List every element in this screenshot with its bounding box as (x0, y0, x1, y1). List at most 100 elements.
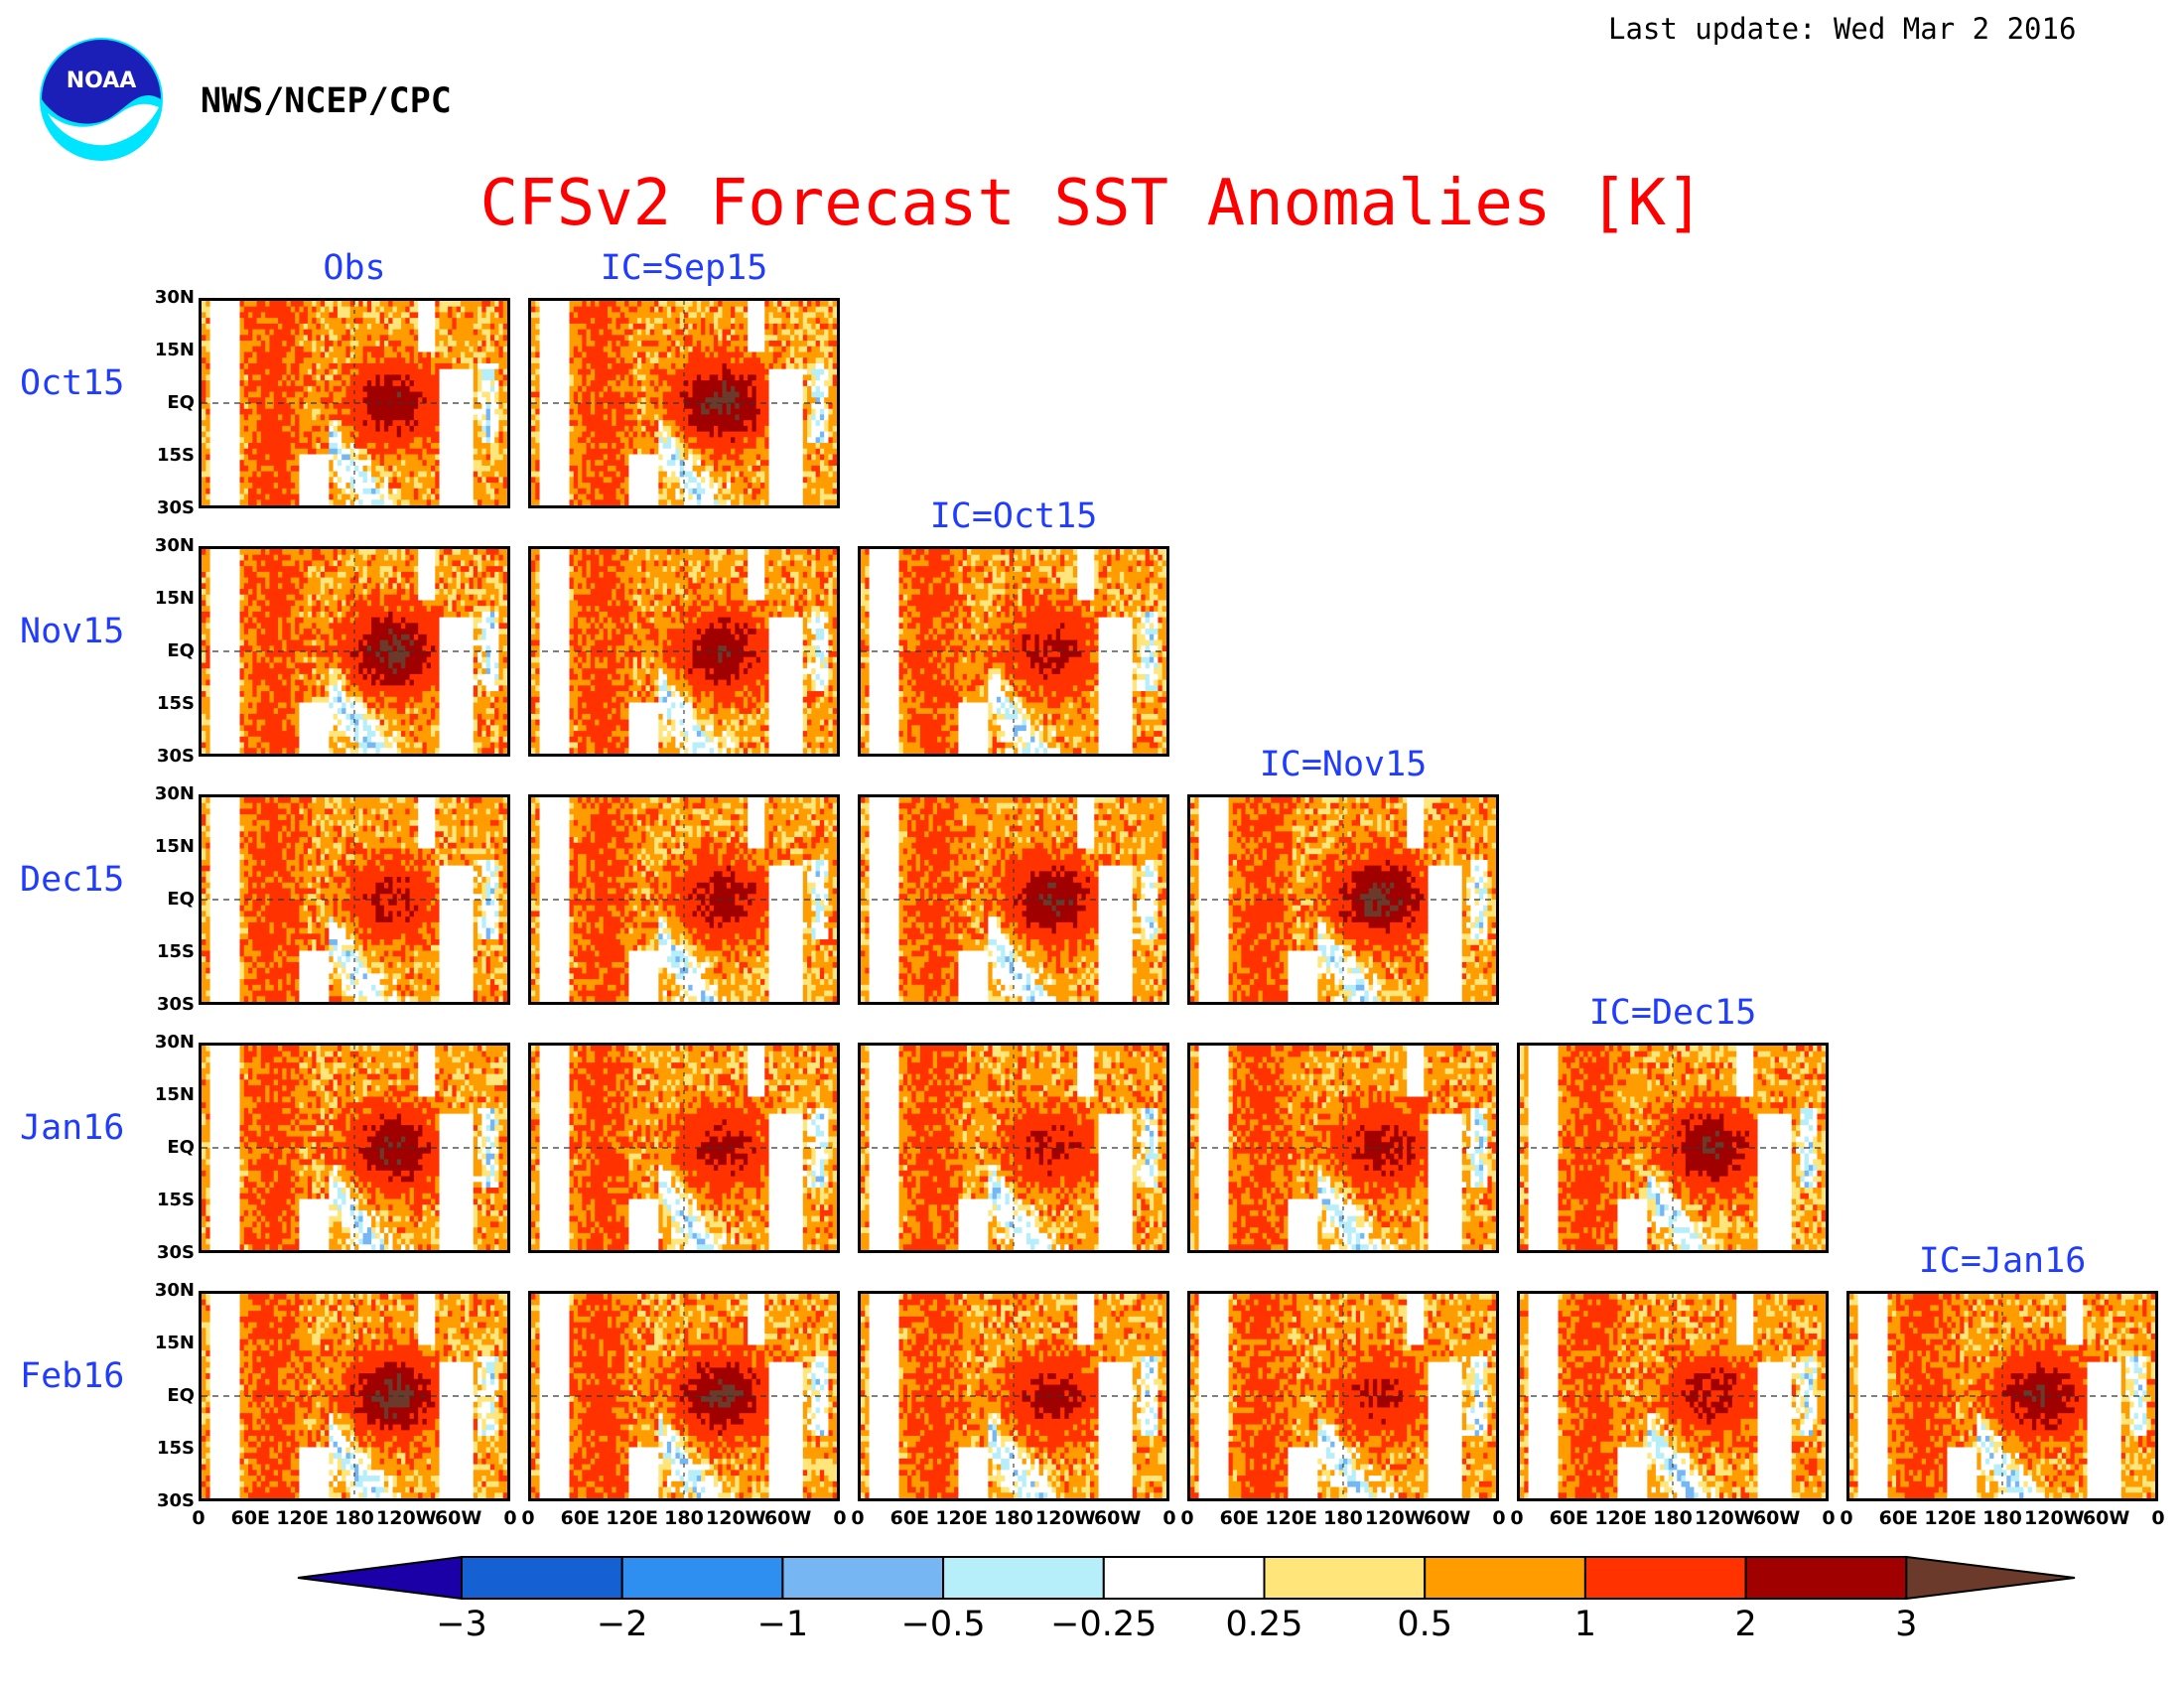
map-panel (1846, 1291, 2158, 1501)
map-panel (1187, 1291, 1499, 1501)
lon-tick-label: 60E (1550, 1507, 1588, 1529)
colorbar-segment (620, 1556, 784, 1600)
lon-tick-label: 120E (606, 1507, 658, 1529)
colorbar-segment (1905, 1555, 2076, 1601)
map-panel (528, 298, 840, 508)
lat-tick-label: 15S (139, 1438, 195, 1459)
colorbar-segment (1263, 1556, 1427, 1600)
map-panel (858, 1043, 1169, 1253)
lon-tick-label: 0 (192, 1507, 205, 1529)
colorbar-tick-label: 0.5 (1397, 1605, 1452, 1644)
lon-tick-label: 60E (1220, 1507, 1259, 1529)
column-label: IC=Dec15 (1517, 993, 1829, 1033)
lon-tick-label: 0 (2151, 1507, 2164, 1529)
lon-tick-label: 120E (1265, 1507, 1317, 1529)
lat-tick-label: 15S (139, 693, 195, 714)
lat-tick-label: 15N (139, 1333, 195, 1353)
lon-tick-label: 60W (1753, 1507, 1800, 1529)
lon-tick-label: 60E (1879, 1507, 1918, 1529)
column-label: Obs (199, 248, 510, 288)
lon-tick-label: 0 (503, 1507, 516, 1529)
lon-tick-label: 60W (764, 1507, 811, 1529)
colorbar-segment (1583, 1556, 1747, 1600)
map-panel (858, 1291, 1169, 1501)
lon-tick-label: 0 (1162, 1507, 1175, 1529)
lat-tick-label: 30S (139, 994, 195, 1015)
lon-tick-label: 120W (376, 1507, 437, 1529)
row-label: Nov15 (20, 612, 139, 651)
row-label: Feb16 (20, 1356, 139, 1396)
lon-tick-label: 180 (994, 1507, 1033, 1529)
lon-tick-label: 180 (1653, 1507, 1693, 1529)
map-panel (858, 794, 1169, 1005)
map-panel (528, 1291, 840, 1501)
lat-tick-label: 15S (139, 445, 195, 466)
colorbar-tick-label: −0.25 (1050, 1605, 1157, 1644)
colorbar-tick-label: −3 (436, 1605, 487, 1644)
lat-tick-label: 30N (139, 287, 195, 308)
colorbar-tick-label: −1 (757, 1605, 809, 1644)
map-panel (858, 546, 1169, 757)
map-panel (199, 1291, 510, 1501)
colorbar-tick-label: 0.25 (1226, 1605, 1303, 1644)
lon-tick-label: 180 (664, 1507, 704, 1529)
lon-tick-label: 120W (706, 1507, 766, 1529)
map-panel (199, 794, 510, 1005)
map-panel (528, 1043, 840, 1253)
noaa-logo: NOAA (38, 36, 165, 163)
lon-tick-label: 0 (1840, 1507, 1852, 1529)
lat-tick-label: 15N (139, 1084, 195, 1105)
lon-tick-label: 60E (231, 1507, 270, 1529)
lon-tick-label: 120W (1365, 1507, 1426, 1529)
colorbar-segment (1424, 1556, 1586, 1600)
lon-tick-label: 120W (1695, 1507, 1755, 1529)
lat-tick-label: 15S (139, 1190, 195, 1210)
colorbar-strip (297, 1555, 2076, 1601)
lat-tick-label: EQ (139, 392, 195, 413)
lat-tick-label: 30S (139, 746, 195, 767)
colorbar-tick-label: 3 (1895, 1605, 1917, 1644)
lon-tick-label: 180 (335, 1507, 374, 1529)
row-label: Jan16 (20, 1108, 139, 1148)
lon-tick-label: 120E (1594, 1507, 1647, 1529)
lat-tick-label: 30N (139, 783, 195, 804)
lat-tick-label: 15N (139, 588, 195, 609)
lon-tick-label: 0 (521, 1507, 534, 1529)
map-panel (1517, 1291, 1829, 1501)
colorbar-segment (461, 1556, 623, 1600)
column-label: IC=Jan16 (1846, 1241, 2158, 1281)
lon-tick-label: 120W (1035, 1507, 1096, 1529)
colorbar-tick-label: −2 (597, 1605, 648, 1644)
lat-tick-label: 15S (139, 941, 195, 962)
lon-tick-label: 60E (561, 1507, 600, 1529)
row-label: Oct15 (20, 363, 139, 403)
lat-tick-label: EQ (139, 889, 195, 910)
lat-tick-label: 30S (139, 1242, 195, 1263)
colorbar: −3 −2 −1 −0.5 −0.25 0.25 0.5 1 2 3 (0, 1549, 2184, 1688)
lon-tick-label: 0 (851, 1507, 864, 1529)
logo-text: NOAA (67, 69, 137, 93)
colorbar-segment (781, 1556, 945, 1600)
map-panel (1517, 1043, 1829, 1253)
map-panel (1187, 1043, 1499, 1253)
map-panel (528, 546, 840, 757)
colorbar-tick-label: 2 (1734, 1605, 1756, 1644)
agency-label: NWS/NCEP/CPC (201, 81, 452, 121)
lon-tick-label: 60W (1424, 1507, 1470, 1529)
lat-tick-label: 30N (139, 1032, 195, 1053)
lon-tick-label: 60W (435, 1507, 481, 1529)
lon-tick-label: 120E (276, 1507, 329, 1529)
row-label: Dec15 (20, 860, 139, 900)
lon-tick-label: 60W (1094, 1507, 1141, 1529)
lat-tick-label: EQ (139, 640, 195, 661)
lon-tick-label: 0 (1510, 1507, 1523, 1529)
lon-tick-label: 0 (1180, 1507, 1193, 1529)
lat-tick-label: 30S (139, 1490, 195, 1511)
lon-tick-label: 60W (2083, 1507, 2129, 1529)
map-panel (199, 298, 510, 508)
column-label: IC=Sep15 (528, 248, 840, 288)
map-panel (528, 794, 840, 1005)
lon-tick-label: 0 (1492, 1507, 1505, 1529)
lat-tick-label: EQ (139, 1137, 195, 1158)
lon-tick-label: 120E (1924, 1507, 1977, 1529)
